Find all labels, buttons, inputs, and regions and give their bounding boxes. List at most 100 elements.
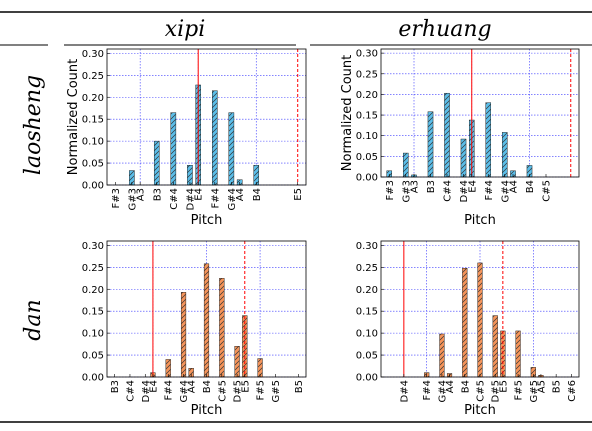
bar-hatch <box>219 278 225 377</box>
x-tick-label: F#4 <box>422 380 433 401</box>
y-tick-label: 0.05 <box>82 159 104 170</box>
x-tick-label: A4 <box>445 380 456 393</box>
x-tick-label: C#5 <box>217 380 228 402</box>
chart-panel-laosheng-xipi: 0.00 0.05 0.10 0.15 0.20 0.25 0.30 F#3 G#3A3 B3 C#… <box>66 48 307 228</box>
x-tick-label: A4 <box>509 180 520 193</box>
x-tick-label: E4 <box>467 180 478 193</box>
x-tick-label: F#5 <box>514 380 525 401</box>
x-tick-label: G#4 <box>179 380 190 403</box>
bar-hatch <box>492 315 498 377</box>
column-header-erhuang: erhuang <box>398 17 491 42</box>
x-tick-label: B4 <box>252 188 263 201</box>
x-tick-label: B4 <box>460 380 471 393</box>
bar-hatch <box>129 170 135 185</box>
x-tick-label: B3 <box>152 188 163 201</box>
x-tick-label: E4 <box>194 188 205 201</box>
y-axis-label: Normalized Count <box>340 55 355 171</box>
bar-hatch <box>515 330 521 377</box>
x-tick-label: A5 <box>536 380 547 393</box>
y-axis-label: Normalized Count <box>66 59 81 175</box>
y-tick-label: 0.30 <box>82 241 104 252</box>
row-label-laosheng: laosheng <box>21 75 46 175</box>
y-tick-label: 0.20 <box>356 285 378 296</box>
x-tick-label: E5 <box>240 380 251 393</box>
x-tick-label: B4 <box>525 180 536 193</box>
plot-frame <box>106 48 307 186</box>
x-tick-label: G#4 <box>500 180 511 203</box>
bar-hatch <box>204 263 209 377</box>
column-header-xipi: xipi <box>165 17 206 42</box>
x-tick-label: D#5 <box>233 380 244 402</box>
x-tick-label: B4 <box>202 380 213 393</box>
y-tick-label: 0.20 <box>356 90 378 101</box>
x-tick-label: A4 <box>235 188 246 201</box>
x-tick-label: F#3 <box>111 188 122 209</box>
y-tick-label: 0.10 <box>82 137 104 148</box>
y-tick-label: 0.30 <box>82 49 104 60</box>
x-tick-label: D#4 <box>185 188 196 210</box>
bar-hatch <box>228 112 234 185</box>
bar-hatch <box>188 368 194 377</box>
chart-panels: 0.000.050.100.150.200.250.30F#3 G#3A3 B3 C#… <box>66 48 580 418</box>
y-tick-label: 0.25 <box>356 263 378 274</box>
bar-hatch <box>530 367 536 377</box>
bar-hatch <box>427 111 434 177</box>
y-tick-label: 0.15 <box>82 115 104 126</box>
x-tick-label: E4 <box>148 380 159 393</box>
y-tick-label: 0.15 <box>82 307 104 318</box>
y-tick-label: 0.05 <box>82 351 104 362</box>
y-tick-label: 0.25 <box>82 263 104 274</box>
x-tick-label: E5 <box>293 188 304 201</box>
x-tick-label: F#5 <box>256 380 267 401</box>
x-tick-label: D#4 <box>399 380 410 402</box>
y-tick-label: 0.00 <box>82 373 104 384</box>
bar-hatch <box>510 170 516 177</box>
y-tick-label: 0.30 <box>356 49 378 60</box>
x-tick-label: B5 <box>552 380 563 393</box>
bar-hatch <box>253 165 259 185</box>
x-axis-label: Pitch <box>464 403 496 418</box>
x-tick-label: F#4 <box>164 380 175 401</box>
x-tick-label: G#3 <box>127 188 138 211</box>
bar-hatch <box>154 141 160 185</box>
bar-hatch <box>187 165 193 185</box>
x-tick-label: C#4 <box>169 188 180 210</box>
chart-panel-laosheng-erhuang: 0.00 0.05 0.10 0.15 0.20 0.25 0.30 F#3 G#3A3 B3 C#… <box>340 48 580 228</box>
x-tick-label: B3 <box>110 380 121 393</box>
y-tick-label: 0.20 <box>82 285 104 296</box>
x-tick-label: B3 <box>426 180 437 193</box>
y-tick-label: 0.00 <box>356 173 378 184</box>
bar-hatch <box>403 153 409 177</box>
y-tick-label: 0.15 <box>356 111 378 122</box>
row-label-dan: dan <box>21 299 46 340</box>
y-tick-label: 0.00 <box>82 181 104 192</box>
x-tick-label: C#6 <box>567 380 578 402</box>
x-tick-label: C#5 <box>542 180 553 202</box>
x-tick-label: D#4 <box>459 180 470 202</box>
x-tick-label: F#4 <box>484 180 495 201</box>
bar-hatch <box>181 292 186 377</box>
y-tick-label: 0.20 <box>82 93 104 104</box>
x-tick-label: G#5 <box>529 380 540 403</box>
x-tick-label: D#4 <box>141 380 152 402</box>
bar-hatch <box>165 359 171 377</box>
bar-hatch <box>170 112 176 185</box>
bar-hatch <box>386 170 392 177</box>
bar-hatch <box>212 90 218 185</box>
x-tick-label: E5 <box>498 380 509 393</box>
y-tick-label: 0.00 <box>356 373 378 384</box>
y-tick-label: 0.25 <box>82 71 104 82</box>
y-tick-label: 0.05 <box>356 351 378 362</box>
x-tick-label: B5 <box>294 380 305 393</box>
x-tick-label: G#4 <box>227 188 238 211</box>
x-tick-label: A4 <box>187 380 198 393</box>
x-axis-label: Pitch <box>191 213 223 228</box>
plot-frame <box>380 48 580 178</box>
plot-area <box>381 49 579 177</box>
y-tick-label: 0.30 <box>356 241 378 252</box>
bar-hatch <box>477 262 483 377</box>
x-axis-label: Pitch <box>191 403 223 418</box>
y-tick-label: 0.05 <box>356 152 378 163</box>
bar-hatch <box>444 93 450 177</box>
x-tick-label: G#3 <box>401 180 412 203</box>
